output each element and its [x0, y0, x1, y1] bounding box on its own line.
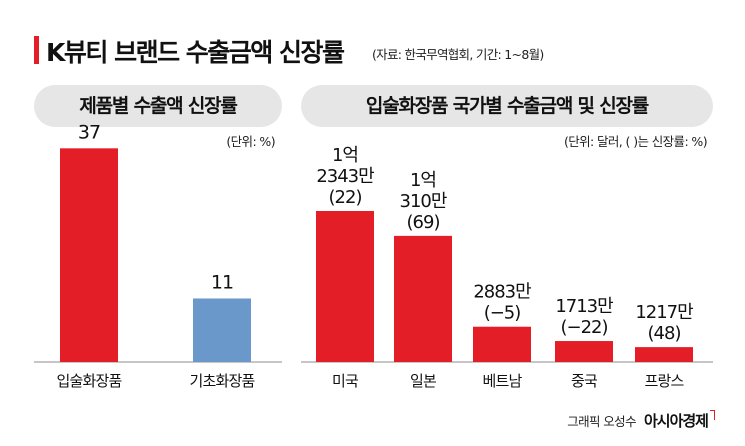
- right-category-label-2: 베트남: [482, 372, 522, 390]
- right-category-label-1: 일본: [410, 372, 436, 390]
- right-value-label-1-2: (69): [407, 212, 440, 233]
- right-value-label-0-1: 2343만: [316, 166, 374, 187]
- right-category-label-4: 프랑스: [644, 372, 684, 390]
- right-value-label-1-0: 1억: [410, 170, 436, 191]
- left-chart-unit: (단위: %): [226, 134, 275, 149]
- right-bar-3: [555, 341, 613, 362]
- title-accent-bar: [34, 36, 39, 64]
- right-value-label-2-0: 2883만: [473, 282, 531, 303]
- left-bar-0: [60, 148, 118, 362]
- right-value-label-0-2: (22): [329, 187, 362, 208]
- graphic-credit: 그래픽 오성수: [567, 414, 636, 429]
- right-value-label-4-1: (48): [648, 323, 681, 344]
- right-bar-0: [316, 211, 374, 362]
- right-value-label-2-1: (−5): [484, 303, 521, 324]
- right-value-label-0-0: 1억: [332, 145, 358, 166]
- right-bar-2: [473, 326, 531, 362]
- left-chart-title: 제품별 수출액 신장률: [34, 85, 282, 127]
- right-value-label-4-0: 1217만: [635, 302, 693, 323]
- right-category-label-3: 중국: [571, 372, 598, 390]
- brand-logo: 아시아경제: [644, 410, 715, 431]
- left-category-label-0: 입술화장품: [56, 372, 121, 390]
- right-bar-1: [394, 235, 452, 362]
- left-value-label-1: 11: [211, 271, 233, 293]
- right-value-label-3-1: (−22): [560, 317, 607, 338]
- right-chart-title: 입술화장품 국가별 수출금액 및 신장률: [301, 85, 713, 127]
- footer: 그래픽 오성수 아시아경제: [567, 410, 715, 431]
- right-bar-4: [635, 347, 693, 362]
- right-value-label-3-0: 1713만: [555, 296, 613, 317]
- right-value-label-1-1: 310만: [400, 191, 447, 212]
- brand-mark-icon: [710, 410, 715, 420]
- left-category-label-1: 기초화장품: [189, 372, 254, 390]
- page-subtitle: (자료: 한국무역협회, 기간: 1~8월): [372, 47, 544, 62]
- left-bar-1: [193, 298, 251, 362]
- page-title: K뷰티 브랜드 수출금액 신장률: [46, 38, 345, 67]
- right-chart-unit: (단위: 달러, ( )는 신장률: %): [563, 134, 708, 149]
- right-category-label-0: 미국: [332, 372, 359, 390]
- left-value-label-0: 37: [78, 121, 100, 143]
